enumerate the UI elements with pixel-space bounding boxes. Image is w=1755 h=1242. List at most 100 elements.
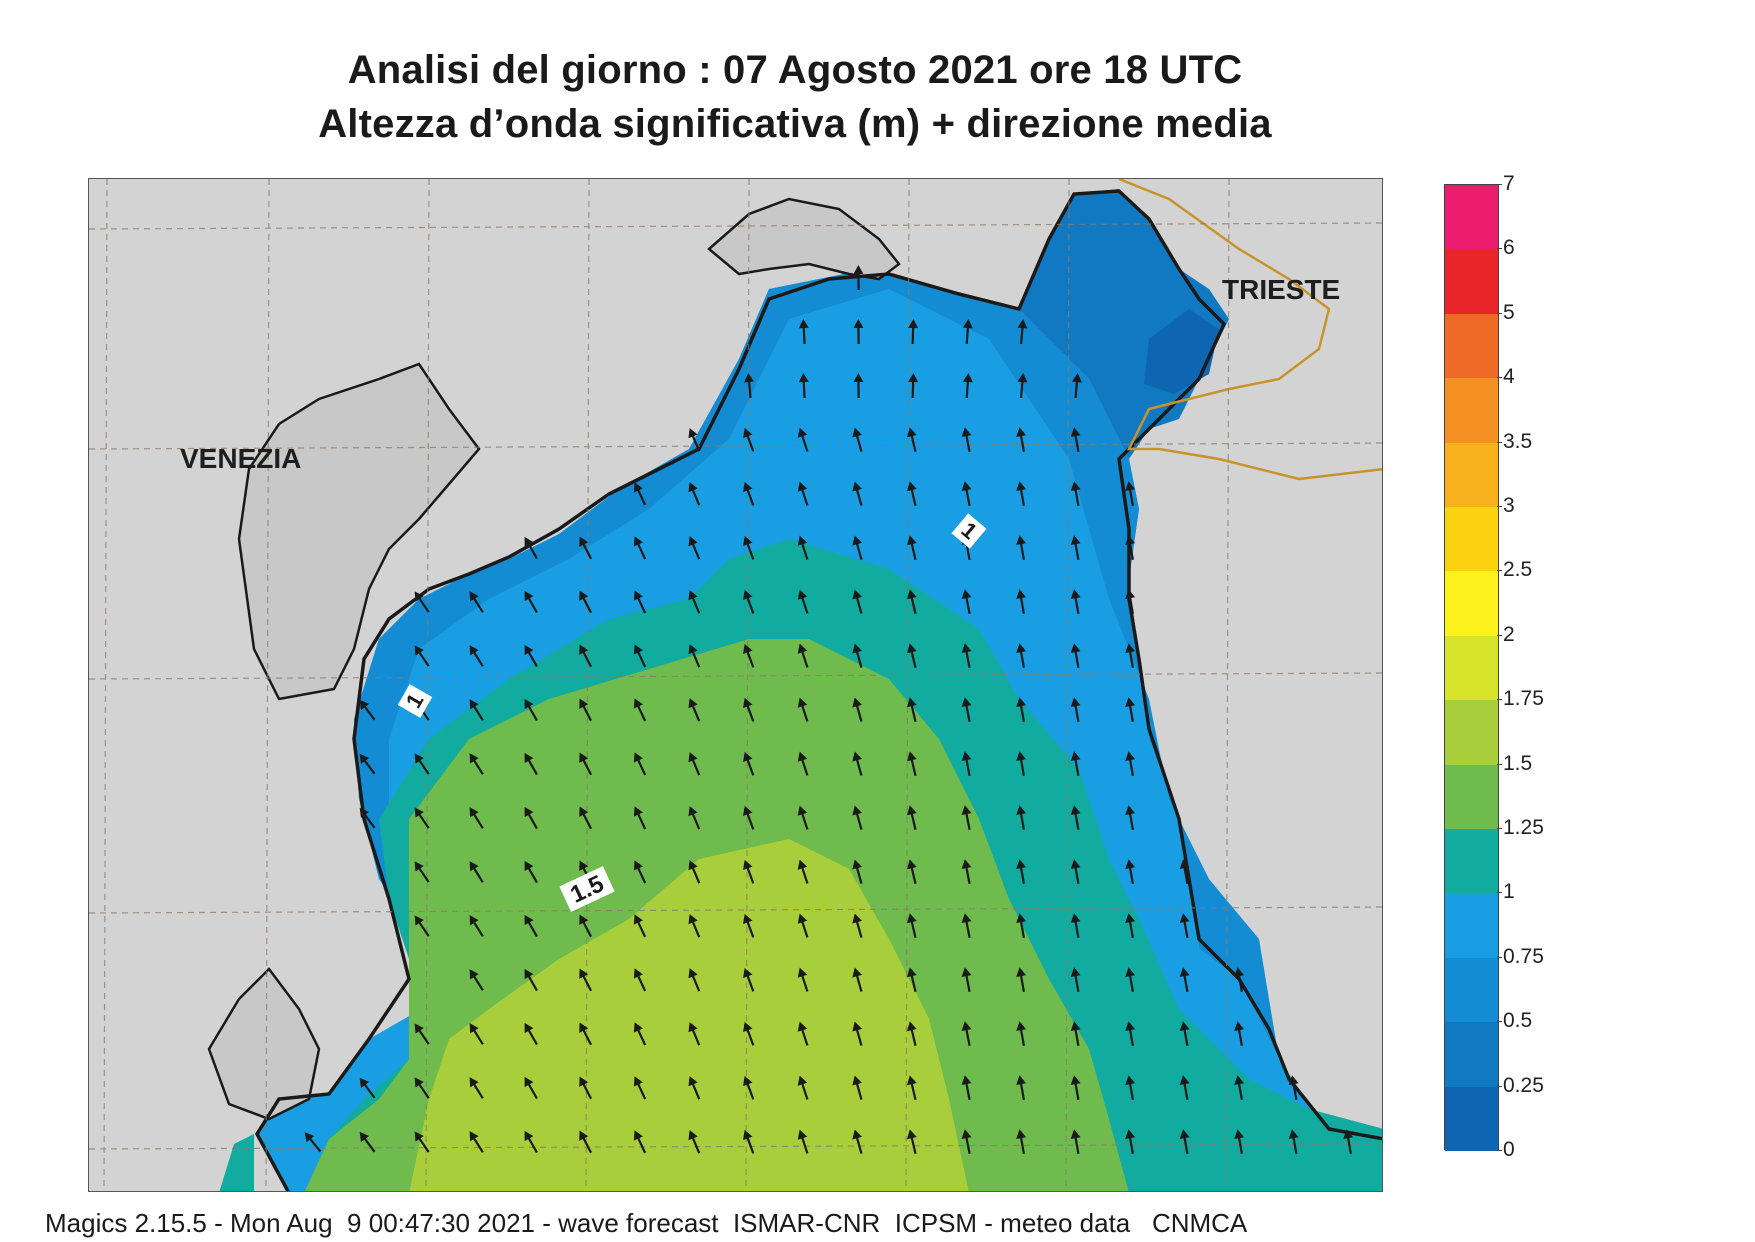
city-label-trieste: TRIESTE (1222, 274, 1341, 305)
wave-arrow (688, 428, 701, 452)
wave-arrow-head (304, 1132, 315, 1143)
legend-swatch (1445, 507, 1498, 572)
wave-arrow-head (1179, 967, 1190, 977)
wave-arrow (633, 698, 647, 722)
wave-arrow (359, 1077, 376, 1099)
wave-arrow (1125, 589, 1136, 615)
wave-arrow (524, 806, 538, 830)
wave-arrow-head (1016, 751, 1027, 761)
wave-arrow-head (633, 806, 643, 817)
wave-arrow (688, 644, 701, 668)
wave-arrow-head (1016, 805, 1027, 815)
wave-arrow-head (1070, 1075, 1081, 1085)
wave-arrow-head (908, 319, 919, 329)
wave-arrow (524, 1022, 538, 1046)
wave-arrow-head (1070, 427, 1081, 437)
wave-arrow-head (1016, 589, 1027, 599)
wave-arrow (1125, 913, 1136, 939)
wave-arrow-head (1016, 643, 1027, 653)
wave-arrow (469, 861, 484, 883)
wave-arrow (961, 859, 972, 885)
wave-arrow (1016, 1129, 1027, 1155)
wave-arrow (797, 535, 809, 560)
wave-arrow (633, 806, 647, 830)
wave-arrow (1070, 805, 1081, 831)
wave-arrow-head (743, 1075, 753, 1087)
legend-swatch (1445, 313, 1498, 379)
wave-arrow (853, 265, 864, 291)
wave-arrow (906, 535, 917, 560)
legend-swatch (1445, 635, 1498, 701)
graticule (89, 179, 1382, 1191)
wave-arrow (579, 536, 593, 560)
legend-tick (1497, 248, 1502, 250)
legend-swatch (1445, 957, 1498, 1023)
wave-arrow-head (1016, 859, 1027, 869)
wave-arrow (797, 1021, 809, 1046)
wave-arrow (1125, 751, 1136, 777)
wave-arrow-head (852, 967, 862, 978)
wave-arrow (1016, 427, 1027, 453)
wave-arrow-head (579, 590, 589, 601)
wave-arrow (579, 590, 593, 614)
wave-arrow (524, 860, 538, 884)
wave-arrow-head (1016, 1075, 1027, 1085)
legend-swatch (1445, 764, 1498, 830)
wave-arrow (579, 1076, 593, 1100)
wave-arrow (743, 1021, 755, 1046)
legend-tick (1497, 956, 1502, 958)
wave-arrow (688, 536, 701, 560)
wave-arrow-head (1343, 1129, 1354, 1139)
wave-arrow-head (853, 373, 864, 383)
wave-arrow (852, 1129, 863, 1154)
wave-arrow (906, 427, 917, 452)
wave-arrow-head (798, 373, 809, 383)
wave-arrow (961, 1075, 972, 1101)
wave-arrow (414, 591, 430, 613)
wave-arrow-head (688, 536, 698, 547)
wave-arrow (1071, 373, 1082, 399)
wave-arrow (469, 699, 484, 721)
wave-arrow (359, 753, 376, 775)
wave-arrow-head (852, 589, 862, 600)
wave-arrow-head (1070, 697, 1081, 707)
wave-arrow (961, 967, 972, 993)
wave-arrow-head (1017, 373, 1028, 383)
wave-arrow-head (469, 861, 479, 872)
wave-arrow-head (469, 1131, 479, 1142)
wave-arrow (1016, 589, 1027, 615)
wave-arrow-head (743, 913, 753, 925)
city-label-venezia: VENEZIA (180, 443, 302, 474)
wave-arrow-head (579, 698, 589, 709)
wave-arrow-head (906, 643, 917, 654)
legend-swatch (1445, 571, 1498, 637)
wave-arrow-head (414, 807, 424, 818)
wave-arrow-head (1179, 1021, 1190, 1031)
legend-label: 0.25 (1503, 1073, 1544, 1097)
legend-swatch (1445, 893, 1498, 959)
sea-band-15-175 (409, 839, 969, 1191)
wave-arrow-head (743, 535, 753, 547)
wave-arrow (469, 591, 484, 613)
wave-arrow (1288, 1075, 1299, 1101)
wave-arrow-head (524, 698, 534, 710)
wave-arrow-head (688, 1076, 698, 1087)
wave-arrow-head (688, 698, 698, 709)
legend-swatch (1445, 442, 1498, 508)
wave-arrow (414, 861, 430, 883)
wave-arrow (1016, 1021, 1027, 1047)
wave-arrow (469, 1131, 484, 1153)
wave-arrow-head (633, 1130, 643, 1141)
wave-arrow-head (579, 1076, 589, 1087)
map-canvas: 1 1 1.5 (89, 179, 1382, 1191)
wave-arrow-head (524, 860, 534, 872)
wave-arrow (797, 751, 809, 776)
legend-label: 6 (1503, 236, 1515, 260)
wave-arrow (524, 644, 538, 668)
wave-arrow (852, 859, 863, 884)
wave-arrow-head (688, 968, 698, 979)
wave-arrow (579, 806, 593, 830)
wave-arrow (688, 1076, 701, 1100)
wave-arrow (743, 913, 755, 938)
wave-arrow-head (1070, 967, 1081, 977)
